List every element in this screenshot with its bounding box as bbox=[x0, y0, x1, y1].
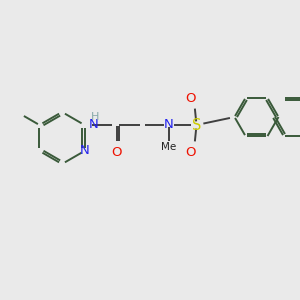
Text: O: O bbox=[185, 92, 196, 104]
Text: S: S bbox=[192, 118, 201, 133]
Text: Me: Me bbox=[161, 142, 176, 152]
Text: N: N bbox=[80, 145, 89, 158]
Text: O: O bbox=[185, 146, 196, 158]
Text: N: N bbox=[88, 118, 98, 130]
Text: O: O bbox=[111, 146, 122, 158]
Text: N: N bbox=[164, 118, 173, 131]
Text: H: H bbox=[91, 112, 100, 122]
